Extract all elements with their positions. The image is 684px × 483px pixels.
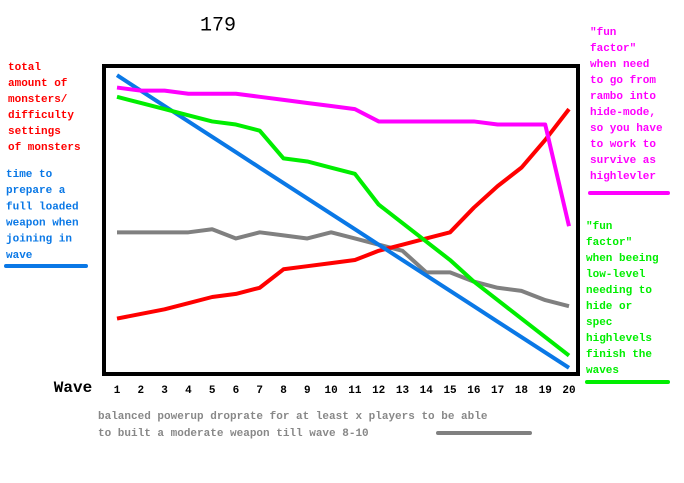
series-line: [116, 85, 571, 227]
x-tick-label: 9: [304, 385, 311, 397]
series-line: [116, 94, 571, 358]
legend-label: needing to: [586, 285, 652, 297]
legend-label: survive as: [590, 155, 656, 167]
x-tick-label: 5: [209, 385, 216, 397]
legend-label: prepare a: [6, 185, 66, 197]
legend-label: highlevler: [590, 171, 656, 183]
x-tick-label: 4: [185, 385, 192, 397]
legend-label: "fun: [590, 27, 616, 39]
legend-label: to work to: [590, 139, 656, 151]
legend-label: when beeing: [586, 253, 659, 265]
x-tick-label: 19: [539, 385, 552, 397]
legend-label: wave: [6, 250, 33, 262]
x-tick-label: 16: [467, 385, 480, 397]
x-tick-label: 3: [161, 385, 168, 397]
legend-label: monsters/: [8, 94, 68, 106]
plot-frame: [102, 64, 580, 376]
x-axis-label: Wave: [54, 379, 92, 397]
legend-label: finish the: [586, 349, 652, 361]
x-tick-label: 10: [325, 385, 338, 397]
x-tick-label: 18: [515, 385, 529, 397]
legend-label: hide-mode,: [590, 107, 656, 119]
x-tick-label: 15: [443, 385, 457, 397]
x-tick-label: 13: [396, 385, 410, 397]
x-tick-label: 14: [420, 385, 434, 397]
legend-label: so you have: [590, 123, 663, 135]
legend-label: to go from: [590, 75, 656, 87]
legend-label: total: [8, 62, 41, 74]
x-tick-label: 17: [491, 385, 504, 397]
legend-label: highlevels: [586, 333, 652, 345]
legend-label: weapon when: [6, 218, 79, 230]
chart-title: 179: [200, 14, 236, 37]
legend-label: factor": [586, 237, 632, 249]
legend-label: full loaded: [6, 201, 79, 213]
x-tick-label: 1: [114, 385, 121, 397]
legend-label: difficulty: [8, 110, 74, 122]
series-line: [116, 107, 571, 321]
legend-label: waves: [586, 365, 619, 377]
x-tick-label: 6: [233, 385, 240, 397]
x-tick-label: 20: [562, 385, 575, 397]
legend-label: joining in: [6, 234, 72, 246]
legend-label: low-level: [586, 269, 646, 281]
legend-label: amount of: [8, 78, 68, 90]
legend-label: rambo into: [590, 91, 656, 103]
series-line: [115, 73, 571, 370]
legend-label: to built a moderate weapon till wave 8-1…: [98, 428, 369, 440]
legend-label: hide or: [586, 301, 632, 313]
x-tick-label: 7: [256, 385, 263, 397]
legend-label: time to: [6, 169, 53, 181]
x-tick-label: 11: [348, 385, 362, 397]
series-line: [117, 227, 570, 309]
x-tick-label: 2: [137, 385, 144, 397]
legend-label: settings: [8, 126, 61, 138]
x-tick-label: 12: [372, 385, 385, 397]
x-tick-label: 8: [280, 385, 287, 397]
legend-label: when need: [590, 59, 649, 71]
legend-label: "fun: [586, 221, 612, 233]
legend-label: balanced powerup droprate for at least x…: [98, 411, 488, 423]
legend-label: spec: [586, 317, 612, 329]
legend-label: factor": [590, 43, 636, 55]
legend-label: of monsters: [8, 142, 81, 154]
